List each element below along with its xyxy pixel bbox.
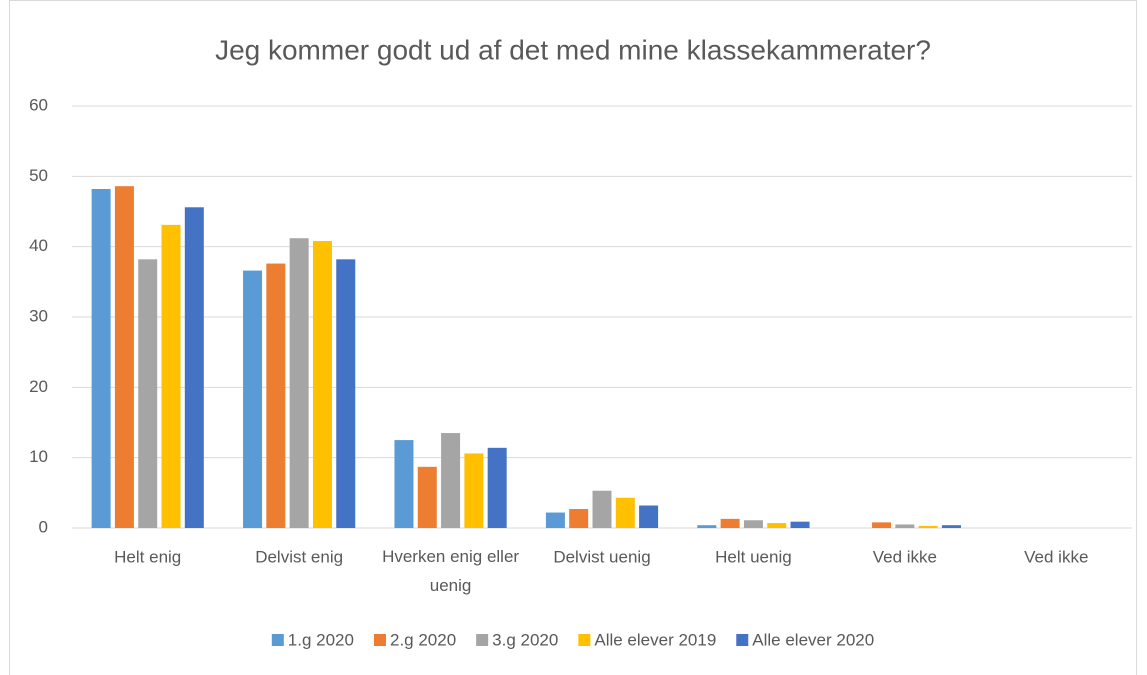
bar [394, 440, 414, 528]
bar [464, 453, 484, 528]
bar [697, 525, 717, 528]
y-tick-label: 30 [29, 306, 48, 325]
x-tick-label: Ved ikke [1024, 547, 1088, 566]
bar [243, 270, 263, 528]
bar [312, 241, 332, 529]
y-tick-label: 40 [29, 236, 48, 255]
bar [918, 525, 938, 528]
bar [569, 509, 589, 528]
bar [336, 259, 356, 528]
legend-label: 3.g 2020 [492, 630, 558, 649]
legend: 1.g 2020 2.g 2020 3.g 2020 Alle elever 2019… [271, 630, 874, 649]
bar [289, 238, 309, 528]
bar [161, 224, 181, 528]
legend-label: Alle elever 2020 [752, 630, 874, 649]
y-tick-label: 10 [29, 447, 48, 466]
bar [91, 188, 111, 528]
bar [743, 520, 763, 528]
legend-swatch [271, 634, 284, 646]
legend-swatch [736, 634, 749, 646]
legend-label: 2.g 2020 [390, 630, 456, 649]
y-tick-label: 60 [29, 95, 48, 114]
bar [941, 525, 961, 528]
bar [872, 522, 892, 528]
x-tick-label: Delvist enig [255, 547, 343, 566]
bar [266, 263, 286, 528]
bar [592, 490, 612, 528]
bar [487, 447, 507, 528]
bar [767, 523, 787, 528]
legend-swatch [476, 634, 489, 646]
y-tick-label: 50 [29, 166, 48, 185]
bar [790, 521, 810, 528]
bar [895, 524, 915, 528]
legend-label: Alle elever 2019 [594, 630, 716, 649]
chart-title: Jeg kommer godt ud af det med mine klass… [215, 34, 931, 65]
x-tick-label: Hverken enig eller uenig [382, 547, 519, 595]
legend-swatch [578, 634, 591, 646]
x-tick-label: Helt uenig [715, 547, 792, 566]
legend-swatch [373, 634, 386, 646]
bar [184, 207, 204, 528]
bar [441, 433, 461, 528]
bar [114, 186, 134, 528]
bar [138, 259, 158, 528]
x-tick-label: Ved ikke [873, 547, 937, 566]
bar [417, 466, 437, 528]
y-tick-label: 20 [29, 377, 48, 396]
legend-label: 1.g 2020 [288, 630, 354, 649]
bar [545, 512, 565, 528]
bar [639, 505, 659, 528]
bar [720, 518, 740, 528]
x-tick-label: Helt enig [114, 547, 181, 566]
x-tick-label: Delvist uenig [553, 547, 650, 566]
bar [615, 497, 635, 528]
y-tick-label: 0 [39, 517, 48, 536]
